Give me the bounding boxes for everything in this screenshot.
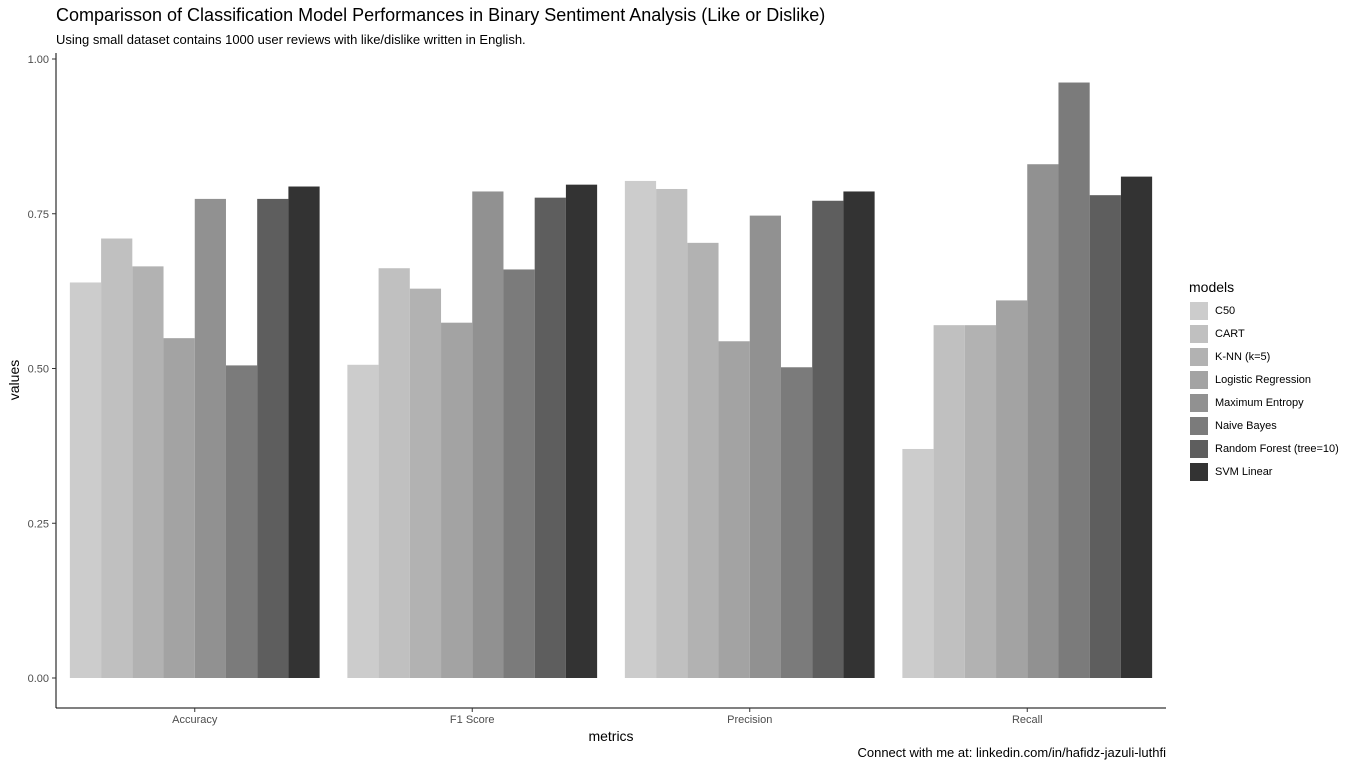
legend-item: Maximum Entropy: [1189, 391, 1339, 414]
bar: [843, 191, 875, 678]
bar: [1058, 82, 1090, 679]
legend-label: Naive Bayes: [1215, 419, 1277, 432]
x-tick-label: Recall: [1012, 714, 1043, 726]
bar: [163, 338, 195, 678]
legend-label: Maximum Entropy: [1215, 396, 1304, 409]
bar: [534, 197, 566, 678]
legend-key: [1189, 392, 1209, 413]
legend-key: [1189, 323, 1209, 344]
legend-label: Logistic Regression: [1215, 373, 1311, 386]
bar: [996, 300, 1028, 678]
legend-key: [1189, 415, 1209, 436]
bar: [194, 198, 226, 679]
legend-item: Naive Bayes: [1189, 414, 1339, 437]
legend-label: CART: [1215, 327, 1245, 340]
bar: [812, 200, 844, 678]
y-tick-label: 0.00: [28, 673, 49, 685]
bar: [1120, 176, 1153, 679]
legend-item: CART: [1189, 322, 1339, 345]
legend-item: SVM Linear: [1189, 460, 1339, 483]
legend-item: C50: [1189, 299, 1339, 322]
bar: [565, 184, 598, 679]
bar: [1027, 164, 1059, 679]
legend-label: SVM Linear: [1215, 465, 1273, 478]
y-tick-label: 0.75: [28, 209, 49, 221]
y-axis-label: values: [6, 359, 22, 401]
bar: [964, 325, 997, 678]
bar: [378, 268, 410, 678]
bar: [69, 282, 102, 678]
bar: [288, 186, 320, 679]
legend: models C50 CART K-NN (k=5) Logistic Regress…: [1189, 279, 1339, 483]
legend-key: [1189, 369, 1209, 390]
x-tick-label: Precision: [727, 714, 772, 726]
bar: [101, 238, 133, 678]
bar: [409, 288, 442, 678]
legend-key: [1189, 461, 1209, 482]
x-tick-label: Accuracy: [172, 714, 218, 726]
bar: [257, 198, 289, 679]
bar: [687, 242, 719, 678]
y-tick-label: 1.00: [28, 54, 49, 66]
chart-caption: Connect with me at: linkedin.com/in/hafi…: [857, 745, 1166, 760]
bar: [503, 269, 535, 678]
chart-title: Comparisson of Classification Model Perf…: [56, 5, 826, 25]
bar: [347, 364, 379, 678]
bar: [472, 191, 504, 678]
bar: [441, 322, 473, 678]
bar: [749, 215, 781, 678]
legend-item: Logistic Regression: [1189, 368, 1339, 391]
legend-item: Random Forest (tree=10): [1189, 437, 1339, 460]
legend-key: [1189, 346, 1209, 367]
legend-label: Random Forest (tree=10): [1215, 442, 1339, 455]
bar: [718, 341, 750, 678]
x-axis-label: metrics: [588, 728, 634, 744]
legend-title: models: [1189, 279, 1235, 295]
legend-item: K-NN (k=5): [1189, 345, 1339, 368]
y-tick-label: 0.50: [28, 364, 49, 376]
bar: [132, 266, 164, 678]
bar: [780, 367, 813, 678]
bar: [933, 325, 965, 678]
bar: [656, 188, 688, 679]
legend-key: [1189, 300, 1209, 321]
bar: [1089, 195, 1121, 678]
legend-key: [1189, 438, 1209, 459]
chart-subtitle: Using small dataset contains 1000 user r…: [56, 32, 526, 47]
legend-label: K-NN (k=5): [1215, 350, 1271, 363]
x-tick-label: F1 Score: [450, 714, 495, 726]
legend-label: C50: [1215, 304, 1236, 317]
bar: [624, 180, 657, 678]
bar: [902, 448, 934, 678]
y-tick-label: 0.25: [28, 518, 49, 530]
bar: [225, 365, 258, 678]
